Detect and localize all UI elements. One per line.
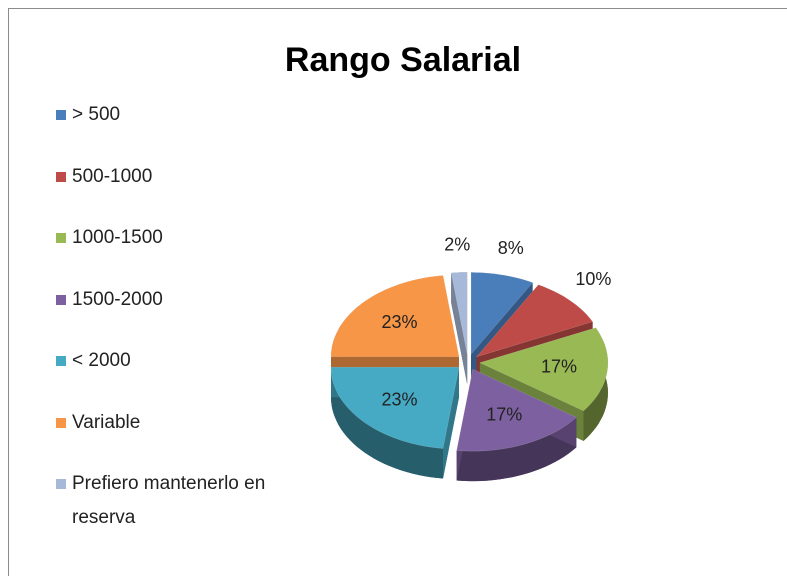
data-label: 17% — [486, 405, 522, 425]
pie-slice — [456, 368, 577, 482]
legend-swatch — [56, 294, 66, 305]
slice — [475, 284, 594, 358]
chart-title: Rango Salarial — [285, 41, 521, 79]
slice — [479, 327, 609, 412]
legend-label: Prefiero mantenerlo en reserva — [72, 473, 266, 528]
legend-label: 500-1000 — [72, 165, 153, 187]
legend-swatch — [56, 171, 66, 182]
legend-label: < 2000 — [72, 350, 131, 371]
pie-slice — [330, 366, 460, 479]
slice — [330, 275, 460, 358]
slice-wall — [331, 367, 443, 479]
legend-label: > 500 — [72, 104, 121, 125]
data-label: 10% — [575, 269, 611, 289]
chart-border — [8, 8, 787, 576]
legend-swatch — [56, 479, 66, 489]
legend-swatch — [56, 417, 66, 428]
data-label: 23% — [381, 390, 417, 410]
data-label: 17% — [541, 356, 577, 376]
slice-wall — [456, 417, 577, 482]
slice — [450, 271, 468, 355]
data-label: 23% — [381, 312, 417, 332]
legend-label: 1500-2000 — [72, 288, 163, 310]
data-label: 8% — [498, 238, 524, 258]
legend-label: Variable — [72, 411, 141, 433]
legend-swatch — [56, 233, 66, 243]
slice-edge — [451, 272, 468, 385]
slice — [470, 272, 534, 356]
legend-swatch — [56, 110, 66, 120]
pie-slice — [330, 275, 460, 387]
legend-swatch — [56, 356, 66, 366]
data-label: 2% — [444, 235, 470, 255]
pie-slice — [450, 271, 468, 385]
legend-label: 1000-1500 — [72, 227, 163, 248]
slice — [456, 368, 577, 452]
slice — [330, 366, 460, 449]
